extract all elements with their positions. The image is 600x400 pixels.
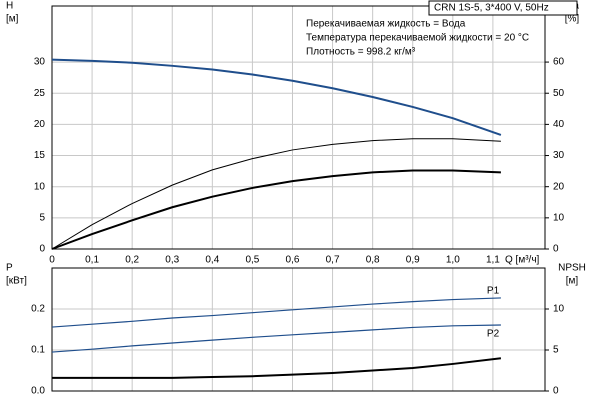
y-tick-label: 0.1	[31, 345, 45, 356]
x-tick-label: 0,8	[366, 255, 380, 266]
y-tick-label: 30	[34, 57, 46, 68]
x-tick-label: 1,1	[486, 255, 500, 266]
y-tick-label: 0.0	[31, 386, 45, 397]
series-line	[51, 324, 501, 353]
series-label: P2	[487, 329, 500, 340]
x-tick-label: 0,6	[286, 255, 300, 266]
title-box	[428, 0, 578, 16]
y2-tick-label: 10	[553, 304, 565, 315]
x-axis-label: Q [м³/ч]	[505, 255, 540, 266]
x-tick-label: 0,5	[245, 255, 259, 266]
y2-axis-label: [%]	[565, 14, 580, 25]
y2-axis-label: NPSH	[558, 263, 586, 274]
annotation: Перекачиваемая жидкость = Вода	[306, 19, 466, 30]
plot-frame	[51, 267, 546, 392]
y-axis-label: P	[6, 263, 13, 274]
chart-title: CRN 1S-5, 3*400 V, 50Hz	[434, 3, 549, 14]
x-tick-label: 0,7	[326, 255, 340, 266]
x-tick-label: 1,0	[446, 255, 460, 266]
y2-axis-label: [м]	[566, 276, 579, 287]
y2-tick-label: 50	[553, 88, 565, 99]
y-tick-label: 25	[34, 88, 46, 99]
y-tick-label: 0.2	[31, 304, 45, 315]
y-axis-label: H	[6, 1, 13, 12]
series-line	[51, 297, 501, 328]
annotation: Плотность = 998.2 кг/м³	[306, 47, 416, 58]
y-tick-label: 0	[39, 244, 45, 255]
x-tick-label: 0,4	[205, 255, 219, 266]
y-tick-label: 5	[39, 212, 45, 223]
series-label: P1	[487, 286, 500, 297]
y-tick-label: 20	[34, 119, 46, 130]
y2-tick-label: 10	[553, 212, 565, 223]
series-line	[51, 138, 501, 250]
annotation: Температура перекачиваемой жидкости = 20…	[306, 33, 529, 44]
series-line	[52, 357, 502, 379]
y2-tick-label: 20	[553, 181, 565, 192]
y2-tick-label: 0	[553, 244, 559, 255]
y2-tick-label: 30	[553, 150, 565, 161]
y2-tick-label: 0	[553, 386, 559, 397]
y2-tick-label: 60	[553, 57, 565, 68]
x-tick-label: 0,3	[165, 255, 179, 266]
y2-tick-label: 5	[553, 345, 559, 356]
x-tick-label: 0	[49, 255, 55, 266]
series-line	[51, 58, 502, 136]
series-line	[51, 169, 501, 250]
y-axis-label: [м]	[6, 14, 19, 25]
y-axis-label: [кВт]	[6, 276, 27, 287]
y-tick-label: 10	[34, 181, 46, 192]
x-tick-label: 0,9	[406, 255, 420, 266]
x-tick-label: 0,1	[85, 255, 99, 266]
y-tick-label: 15	[34, 150, 46, 161]
x-tick-label: 0,2	[125, 255, 139, 266]
y2-tick-label: 40	[553, 119, 565, 130]
plot-frame	[51, 5, 546, 250]
